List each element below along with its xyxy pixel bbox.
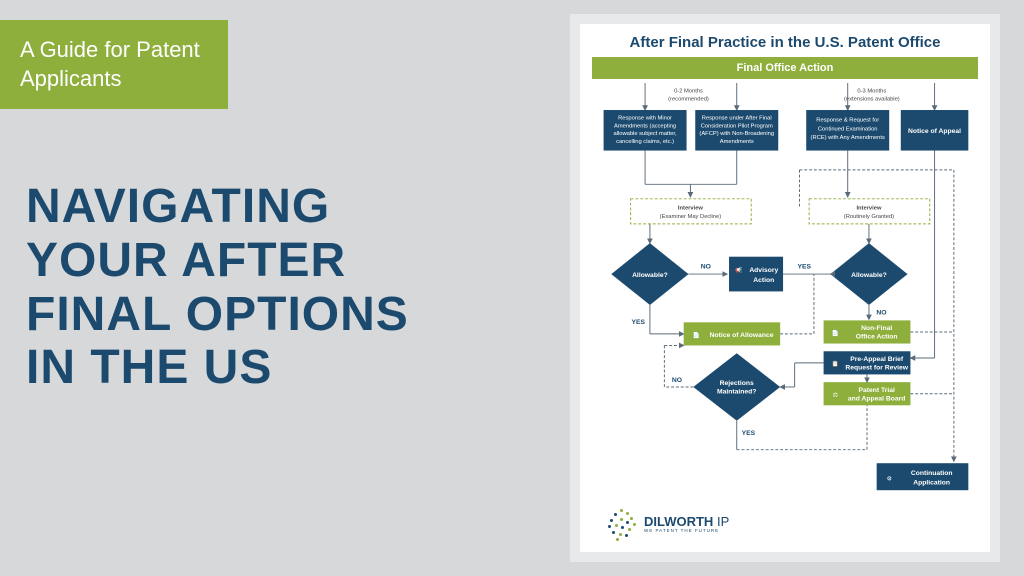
svg-text:📋: 📋 xyxy=(832,360,839,368)
svg-text:📢: 📢 xyxy=(735,266,742,274)
svg-text:NO: NO xyxy=(672,377,682,384)
svg-text:(extensions available): (extensions available) xyxy=(844,96,900,102)
svg-text:Interview: Interview xyxy=(856,205,882,211)
flowchart-thumbnail: After Final Practice in the U.S. Patent … xyxy=(570,14,1000,562)
svg-text:(AFCP) with Non-Broadening: (AFCP) with Non-Broadening xyxy=(699,131,774,137)
dilworth-logo: DILWORTH IP WE PATENT THE FUTURE xyxy=(606,507,729,541)
svg-text:cancelling claims, etc.): cancelling claims, etc.) xyxy=(616,139,674,145)
svg-text:⚙: ⚙ xyxy=(887,476,892,483)
svg-text:YES: YES xyxy=(632,319,646,326)
svg-text:Notice of Allowance: Notice of Allowance xyxy=(710,332,774,339)
svg-text:Pre-Appeal Brief: Pre-Appeal Brief xyxy=(850,356,904,363)
svg-text:Advisory: Advisory xyxy=(749,267,778,274)
final-office-action-bar: Final Office Action xyxy=(592,57,978,79)
badge-line2: Applicants xyxy=(20,65,200,94)
svg-text:allowable subject matter,: allowable subject matter, xyxy=(614,131,678,137)
svg-text:Interview: Interview xyxy=(678,205,704,211)
logo-mark-icon xyxy=(606,507,640,541)
svg-text:Patent Trial: Patent Trial xyxy=(858,387,895,394)
badge-line1: A Guide for Patent xyxy=(20,36,200,65)
svg-text:Allowable?: Allowable? xyxy=(851,272,887,279)
svg-text:Notice of Appeal: Notice of Appeal xyxy=(908,128,961,135)
page-title: NAVIGATING YOUR AFTER FINAL OPTIONS IN T… xyxy=(26,180,409,395)
svg-text:NO: NO xyxy=(876,310,886,317)
svg-text:(recommended): (recommended) xyxy=(668,96,709,102)
svg-text:NO: NO xyxy=(701,263,711,270)
svg-text:Amendments (accepting: Amendments (accepting xyxy=(614,123,676,129)
svg-text:and Appeal Board: and Appeal Board xyxy=(848,395,906,402)
svg-text:Maintained?: Maintained? xyxy=(717,389,756,396)
svg-text:Action: Action xyxy=(753,277,774,284)
svg-text:Response with Minor: Response with Minor xyxy=(618,116,672,122)
svg-text:(Routinely Granted): (Routinely Granted) xyxy=(844,214,894,220)
svg-text:Non-Final: Non-Final xyxy=(861,325,892,332)
svg-text:0-3 Months: 0-3 Months xyxy=(857,89,886,95)
svg-text:Amendments: Amendments xyxy=(720,139,754,145)
flowchart-svg: 0-2 Months (recommended) 0-3 Months (ext… xyxy=(592,83,978,535)
svg-text:Response under After Final: Response under After Final xyxy=(702,116,772,122)
svg-text:(Examiner May Decline): (Examiner May Decline) xyxy=(660,214,722,220)
svg-text:Consideration Pilot Program: Consideration Pilot Program xyxy=(701,123,773,129)
svg-text:Request for Review: Request for Review xyxy=(845,365,908,372)
svg-text:Application: Application xyxy=(913,479,950,486)
svg-text:0-2 Months: 0-2 Months xyxy=(674,89,703,95)
svg-text:Continued Examination: Continued Examination xyxy=(818,126,878,132)
svg-text:Response & Request for: Response & Request for xyxy=(816,118,879,124)
svg-text:📄: 📄 xyxy=(832,329,839,337)
flowchart-body: 0-2 Months (recommended) 0-3 Months (ext… xyxy=(592,83,978,551)
svg-text:Allowable?: Allowable? xyxy=(632,272,668,279)
svg-text:Rejections: Rejections xyxy=(720,380,754,387)
svg-text:📄: 📄 xyxy=(693,331,700,339)
guide-badge: A Guide for Patent Applicants xyxy=(0,20,228,109)
svg-text:Continuation: Continuation xyxy=(911,470,953,477)
svg-text:⚖: ⚖ xyxy=(833,392,839,399)
svg-text:YES: YES xyxy=(742,430,756,437)
chart-title: After Final Practice in the U.S. Patent … xyxy=(592,34,978,51)
svg-text:Office Action: Office Action xyxy=(856,334,898,341)
svg-text:YES: YES xyxy=(798,263,812,270)
svg-text:(RCE) with Any Amendments: (RCE) with Any Amendments xyxy=(811,135,885,141)
